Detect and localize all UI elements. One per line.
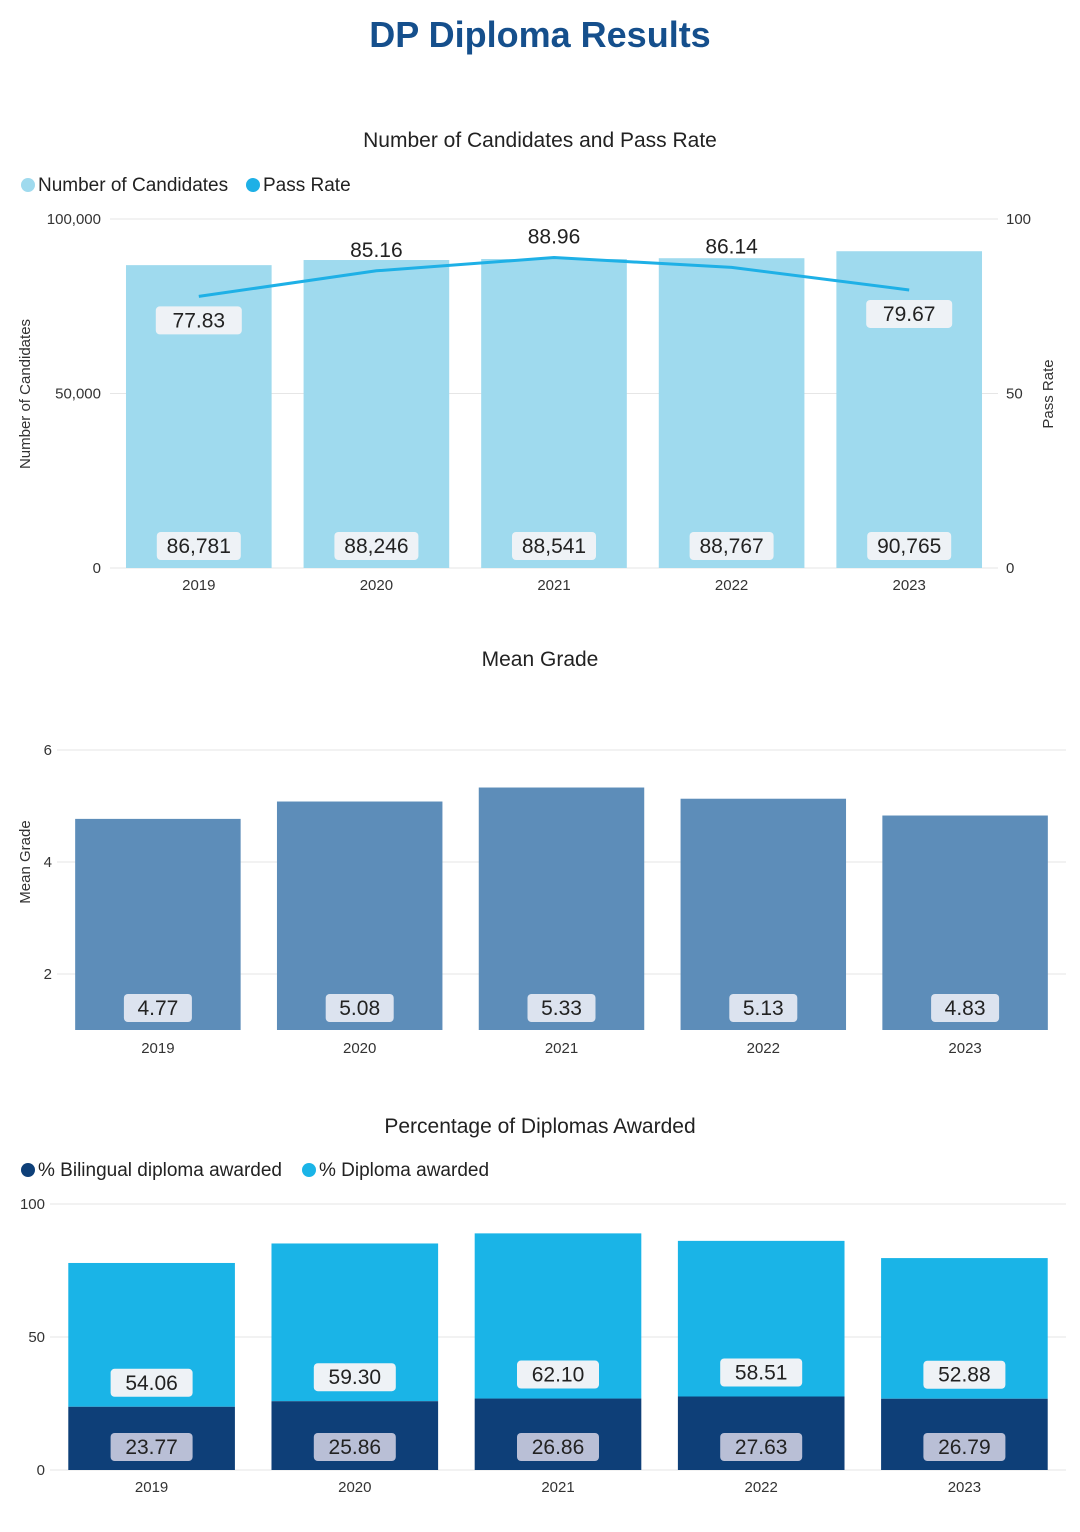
chart1-line-label: 85.16 xyxy=(350,239,403,262)
chart3-diploma-label: 52.88 xyxy=(938,1364,991,1387)
chart3-x-tick: 2021 xyxy=(541,1479,574,1496)
chart2-y-tick: 6 xyxy=(44,742,52,759)
chart3-diploma-label: 58.51 xyxy=(735,1362,788,1385)
chart3-y-tick: 100 xyxy=(20,1196,45,1213)
chart2-x-tick: 2020 xyxy=(343,1040,376,1057)
chart1-line-label: 88.96 xyxy=(528,226,581,249)
chart1-bar-label: 88,246 xyxy=(344,535,408,558)
chart3-x-tick: 2023 xyxy=(948,1479,981,1496)
chart2-title: Mean Grade xyxy=(481,648,599,671)
chart3-diploma-label-box xyxy=(517,1360,599,1389)
chart1-passrate-line xyxy=(198,256,910,298)
chart3-diploma-label-box xyxy=(720,1358,803,1387)
chart1-bar-label-box xyxy=(689,532,774,560)
chart2-bar-label-box xyxy=(729,994,798,1022)
chart2-bar-label: 4.77 xyxy=(137,997,178,1020)
chart3-diploma-label-box xyxy=(923,1360,1006,1389)
chart1-x-tick: 2022 xyxy=(715,577,748,594)
chart3-x-tick: 2020 xyxy=(338,1479,371,1496)
chart3-x-tick: 2022 xyxy=(745,1479,778,1496)
chart2-y-axis-title: Mean Grade xyxy=(17,820,34,903)
chart1-title: Number of Candidates and Pass Rate xyxy=(363,129,717,152)
chart2-x-tick: 2022 xyxy=(747,1040,780,1057)
chart3-bilingual-label: 23.77 xyxy=(125,1436,178,1459)
chart1-line-label: 79.67 xyxy=(883,303,936,326)
chart1-y-tick: 50,000 xyxy=(55,386,101,403)
chart3-x-tick: 2019 xyxy=(135,1479,168,1496)
chart2-bar-label-box xyxy=(123,994,192,1022)
legend-passrate-swatch xyxy=(246,178,260,192)
chart3-title: Percentage of Diplomas Awarded xyxy=(384,1115,696,1138)
chart1-x-tick: 2023 xyxy=(893,577,926,594)
chart3-bilingual-label: 26.79 xyxy=(938,1436,991,1459)
chart3-diploma-label-box xyxy=(313,1363,396,1392)
legend-diploma-label: % Diploma awarded xyxy=(319,1160,489,1181)
chart1-y2-tick: 100 xyxy=(1006,211,1031,228)
chart1-y-tick: 0 xyxy=(93,560,101,577)
chart3-bilingual-label-box xyxy=(923,1433,1006,1461)
chart1-bar xyxy=(481,258,627,568)
chart3-diploma-label: 62.10 xyxy=(532,1364,585,1387)
chart1-y2-tick: 50 xyxy=(1006,386,1023,403)
legend-passrate-label: Pass Rate xyxy=(263,175,351,196)
chart1-bar-label: 88,767 xyxy=(699,535,763,558)
chart1-bar-label-box xyxy=(156,532,241,560)
chart3-y-tick: 50 xyxy=(28,1329,45,1346)
chart1-bar xyxy=(836,251,983,568)
chart1-bar-label: 88,541 xyxy=(522,535,586,558)
legend-bilingual-swatch xyxy=(21,1163,35,1177)
chart3-bilingual-label-box xyxy=(720,1433,803,1461)
chart1-x-tick: 2020 xyxy=(360,577,393,594)
chart1-y-tick: 100,000 xyxy=(47,211,101,228)
chart3-bilingual-label: 26.86 xyxy=(532,1436,585,1459)
chart1-bar xyxy=(658,258,805,568)
chart2-bar xyxy=(478,787,645,1030)
chart1-y2-tick: 0 xyxy=(1006,560,1014,577)
chart2-bar-label: 5.13 xyxy=(743,997,784,1020)
chart2-bar-label-box xyxy=(325,994,394,1022)
chart2-bar-label: 5.33 xyxy=(541,997,582,1020)
chart3-bilingual-label-box xyxy=(517,1433,599,1461)
chart3-diploma-label: 54.06 xyxy=(125,1372,178,1395)
chart3-bilingual-label-box xyxy=(313,1433,396,1461)
chart2-y-tick: 2 xyxy=(44,966,52,983)
chart2-bar xyxy=(276,801,443,1030)
chart1-x-tick: 2021 xyxy=(537,577,570,594)
chart3-bilingual-label: 25.86 xyxy=(329,1436,382,1459)
chart3-diploma-label: 59.30 xyxy=(329,1366,382,1389)
chart1-line-label: 77.83 xyxy=(173,309,226,332)
legend-bilingual-label: % Bilingual diploma awarded xyxy=(38,1160,282,1181)
chart2-bar-label: 5.08 xyxy=(339,997,380,1020)
chart2-bar-label-box xyxy=(931,994,1000,1022)
chart1-bar-label-box xyxy=(867,532,952,560)
chart1-line-label-box xyxy=(155,306,242,335)
chart1-line-label-box xyxy=(866,299,953,328)
legend-candidates-label: Number of Candidates xyxy=(38,175,228,196)
chart2-x-tick: 2023 xyxy=(948,1040,981,1057)
legend-candidates-swatch xyxy=(21,178,35,192)
chart1-y-axis-title: Number of Candidates xyxy=(17,319,34,469)
chart1-bar-label-box xyxy=(334,532,419,560)
chart1-y2-axis-title: Pass Rate xyxy=(1040,359,1057,428)
chart3-diploma-label-box xyxy=(110,1368,193,1397)
chart2-bar-label-box xyxy=(527,994,596,1022)
chart2-x-tick: 2019 xyxy=(141,1040,174,1057)
chart3-bilingual-label-box xyxy=(110,1433,193,1461)
chart2-y-tick: 4 xyxy=(44,854,52,871)
legend-diploma-swatch xyxy=(302,1163,316,1177)
page-title: DP Diploma Results xyxy=(369,14,711,55)
chart1-x-tick: 2019 xyxy=(182,577,215,594)
chart1-bar xyxy=(303,260,450,568)
chart2-x-tick: 2021 xyxy=(545,1040,578,1057)
chart3-y-tick: 0 xyxy=(37,1462,45,1479)
chart2-bar xyxy=(680,798,847,1030)
chart1-bar-label: 90,765 xyxy=(877,535,941,558)
chart1-line-label: 86.14 xyxy=(705,235,758,258)
chart3-bilingual-label: 27.63 xyxy=(735,1436,788,1459)
chart1-bar-label-box xyxy=(512,532,596,560)
chart1-bar-label: 86,781 xyxy=(167,535,231,558)
chart2-bar-label: 4.83 xyxy=(945,997,986,1020)
